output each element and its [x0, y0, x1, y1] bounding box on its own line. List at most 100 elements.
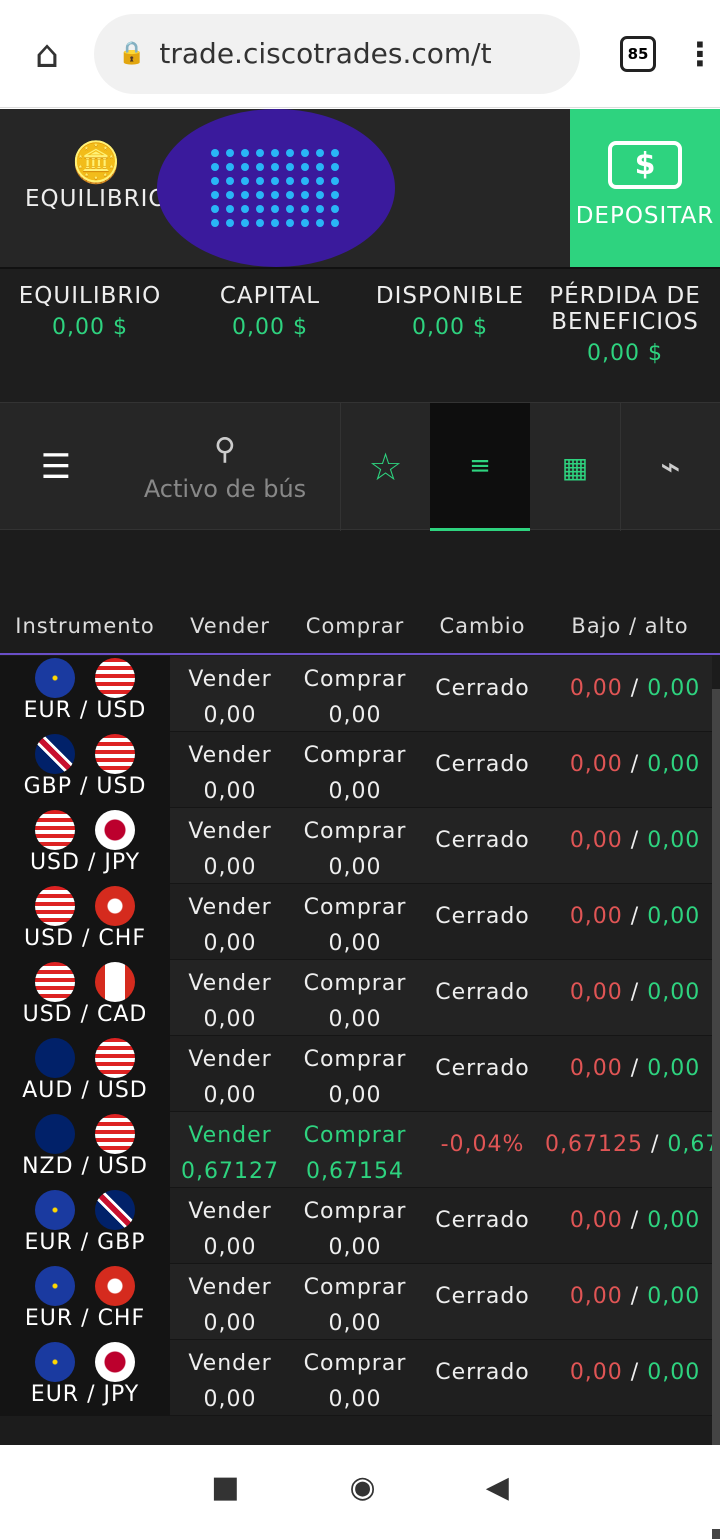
buy-button[interactable]: Comprar 0,00 — [290, 966, 420, 1038]
sell-button[interactable]: Vender 0,00 — [170, 662, 290, 734]
flag-us-icon — [95, 658, 135, 698]
table-row[interactable]: GBP / USD Vender 0,00 Comprar 0,00 Cerrado… — [0, 732, 712, 808]
logo-dot — [241, 163, 249, 171]
table-row[interactable]: EUR / GBP Vender 0,00 Comprar 0,00 Cerrado… — [0, 1188, 712, 1264]
header-sell[interactable]: Vender — [190, 614, 270, 638]
flag-ca-icon — [95, 962, 135, 1002]
table-row[interactable]: AUD / USD Vender 0,00 Comprar 0,00 Cerrado… — [0, 1036, 712, 1112]
tab-count-button[interactable]: 85 — [620, 35, 656, 72]
flag-nz-icon — [35, 1114, 75, 1154]
favorites-star-icon[interactable]: ☆ — [340, 403, 430, 531]
search-input[interactable]: ⚲ Activo de bús — [120, 403, 330, 531]
logo-dot — [241, 149, 249, 157]
logo-dot — [271, 219, 279, 227]
sell-button[interactable]: Vender 0,00 — [170, 1194, 290, 1266]
sell-button[interactable]: Vender 0,00 — [170, 814, 290, 886]
logo-dot — [211, 149, 219, 157]
chart-signal-icon[interactable]: ⌁ — [620, 403, 720, 531]
sell-button[interactable]: Vender 0,00 — [170, 738, 290, 810]
logo-dot — [331, 219, 339, 227]
buy-button[interactable]: Comprar 0,00 — [290, 1346, 420, 1418]
table-row[interactable]: USD / JPY Vender 0,00 Comprar 0,00 Cerrado… — [0, 808, 712, 884]
header-instrument[interactable]: Instrumento — [15, 614, 155, 638]
buy-button[interactable]: Comprar 0,67154 — [290, 1118, 420, 1190]
sell-button[interactable]: Vender 0,00 — [170, 966, 290, 1038]
header-buy[interactable]: Comprar — [305, 614, 405, 638]
buy-button[interactable]: Comprar 0,00 — [290, 1042, 420, 1114]
buy-price: 0,00 — [328, 1235, 382, 1260]
high-value: 0,00 — [647, 828, 701, 853]
sell-label: Vender — [188, 971, 272, 996]
logo-dot — [271, 149, 279, 157]
hamburger-menu-icon[interactable]: ☰ — [40, 447, 72, 487]
more-menu-icon[interactable]: ⋮ — [684, 34, 716, 73]
logo-dot — [271, 177, 279, 185]
instrument-cell: USD / JPY — [0, 808, 170, 884]
sell-label: Vender — [188, 1123, 272, 1148]
buy-button[interactable]: Comprar 0,00 — [290, 738, 420, 810]
sell-button[interactable]: Vender 0,00 — [170, 1270, 290, 1342]
logo-dot — [256, 191, 264, 199]
buy-button[interactable]: Comprar 0,00 — [290, 814, 420, 886]
sell-price: 0,67127 — [181, 1159, 279, 1184]
low-high: 0,00 / 0,00 — [569, 980, 701, 1005]
sell-price: 0,00 — [203, 1083, 257, 1108]
change-value: Cerrado — [435, 980, 530, 1005]
low-value: 0,67125 — [545, 1132, 643, 1157]
trading-app: 🪙 EQUILIBRIO $ DEPOSITAR EQUILIBRIO 0,00 … — [0, 109, 720, 1539]
sell-button[interactable]: Vender 0,00 — [170, 1346, 290, 1418]
table-row[interactable]: USD / CAD Vender 0,00 Comprar 0,00 Cerrado… — [0, 960, 712, 1036]
logo-dot — [286, 163, 294, 171]
header-low-high[interactable]: Bajo / alto — [571, 614, 689, 638]
sell-button[interactable]: Vender 0,67127 — [170, 1118, 290, 1190]
buy-price: 0,00 — [328, 1387, 382, 1412]
grid-view-icon[interactable]: ▦ — [561, 450, 589, 484]
sell-button[interactable]: Vender 0,00 — [170, 890, 290, 962]
table-row[interactable]: EUR / JPY Vender 0,00 Comprar 0,00 Cerrado… — [0, 1340, 712, 1416]
url-bar[interactable]: 🔒 trade.ciscotrades.com/t — [94, 13, 580, 94]
sell-price: 0,00 — [203, 1007, 257, 1032]
instrument-cell: EUR / CHF — [0, 1264, 170, 1340]
logo-dot — [211, 177, 219, 185]
flag-eu-icon — [35, 1342, 75, 1382]
low-high: 0,00 / 0,00 — [569, 676, 701, 701]
change-value: Cerrado — [435, 1284, 530, 1309]
flag-us-icon — [35, 962, 75, 1002]
list-view-icon[interactable]: ≡ — [430, 403, 530, 531]
logo-dot — [301, 149, 309, 157]
pair-name: EUR / USD — [23, 698, 147, 723]
table-row[interactable]: EUR / CHF Vender 0,00 Comprar 0,00 Cerrado… — [0, 1264, 712, 1340]
buy-label: Comprar — [303, 667, 407, 692]
balance-button[interactable]: 🪙 EQUILIBRIO — [25, 139, 168, 212]
sell-button[interactable]: Vender 0,00 — [170, 1042, 290, 1114]
logo-dot — [226, 163, 234, 171]
sell-label: Vender — [188, 1047, 272, 1072]
header-change[interactable]: Cambio — [439, 614, 526, 638]
flag-us-icon — [35, 886, 75, 926]
buy-label: Comprar — [303, 1275, 407, 1300]
change-value: -0,04% — [440, 1132, 525, 1157]
logo-dot — [211, 219, 219, 227]
recents-icon[interactable]: ■ — [211, 1469, 240, 1505]
buy-button[interactable]: Comprar 0,00 — [290, 1270, 420, 1342]
logo-dot — [211, 191, 219, 199]
pair-name: EUR / GBP — [24, 1230, 146, 1255]
buy-button[interactable]: Comprar 0,00 — [290, 662, 420, 734]
logo-dot — [301, 219, 309, 227]
table-row[interactable]: NZD / USD Vender 0,67127 Comprar 0,67154 -… — [0, 1112, 720, 1190]
buy-button[interactable]: Comprar 0,00 — [290, 1194, 420, 1266]
high-value: 0,00 — [647, 904, 701, 929]
scrollbar[interactable] — [712, 689, 720, 1539]
low-high: 0,00 / 0,00 — [569, 752, 701, 777]
deposit-button[interactable]: $ DEPOSITAR — [570, 109, 720, 267]
low-value: 0,00 — [569, 1208, 623, 1233]
table-header: Instrumento Vender Comprar Cambio Bajo /… — [0, 599, 720, 655]
home-circle-icon[interactable]: ◉ — [349, 1469, 376, 1505]
table-row[interactable]: EUR / USD Vender 0,00 Comprar 0,00 Cerrado… — [0, 656, 712, 732]
instrument-cell: EUR / USD — [0, 656, 170, 732]
low-high: 0,00 / 0,00 — [569, 1360, 701, 1385]
buy-button[interactable]: Comprar 0,00 — [290, 890, 420, 962]
table-row[interactable]: USD / CHF Vender 0,00 Comprar 0,00 Cerrado… — [0, 884, 712, 960]
home-icon[interactable]: ⌂ — [34, 31, 60, 76]
back-icon[interactable]: ◀ — [485, 1469, 509, 1505]
